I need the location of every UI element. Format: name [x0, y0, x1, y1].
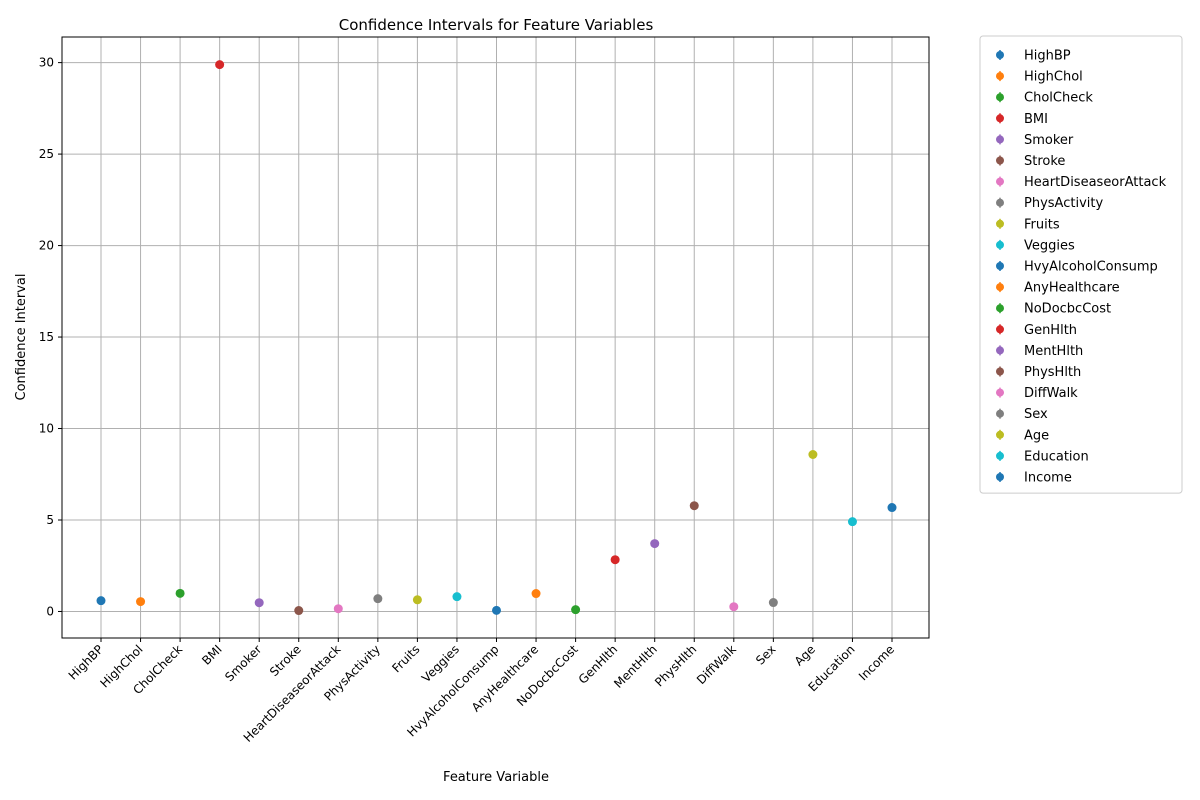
data-points: [96, 60, 897, 616]
data-point: [333, 604, 343, 614]
legend-marker: [996, 72, 1004, 81]
data-point: [610, 555, 620, 565]
chart-title: Confidence Intervals for Feature Variabl…: [339, 16, 654, 34]
legend-label: PhysActivity: [1024, 196, 1103, 211]
legend-marker: [996, 473, 1004, 481]
y-tick-label: 30: [39, 56, 54, 70]
data-point: [96, 596, 106, 606]
legend-marker: [996, 451, 1004, 460]
legend-label: CholCheck: [1024, 91, 1093, 106]
legend-marker: [996, 367, 1004, 376]
y-tick-label: 5: [46, 513, 54, 527]
legend-marker: [996, 388, 1004, 397]
data-point: [136, 597, 146, 607]
data-point: [254, 598, 264, 608]
x-tick-label: Sex: [753, 642, 778, 667]
data-point: [492, 605, 501, 615]
legend-label: Veggies: [1024, 238, 1075, 253]
data-point: [689, 501, 699, 511]
x-tick-label: BMI: [199, 642, 225, 668]
grid-lines: [62, 37, 929, 638]
data-point: [650, 539, 660, 549]
legend-label: DiffWalk: [1024, 386, 1078, 401]
legend-label: Fruits: [1024, 217, 1060, 232]
x-tick-label: Fruits: [389, 642, 422, 675]
x-tick-label: DiffWalk: [694, 642, 739, 687]
legend-label: NoDocbcCost: [1024, 302, 1111, 317]
x-tick-label: Stroke: [267, 642, 304, 679]
legend-marker: [996, 198, 1004, 207]
legend-box: [979, 35, 1183, 494]
y-ticks: 0 5 10 15 20 25 30: [39, 56, 62, 618]
legend-label: HighBP: [1024, 49, 1071, 64]
data-point: [215, 60, 225, 70]
legend-marker: [996, 283, 1004, 292]
legend-label: HeartDiseaseorAttack: [1024, 175, 1167, 190]
legend-marker: [996, 135, 1004, 144]
y-tick-label: 20: [39, 239, 54, 253]
legend-marker: [996, 177, 1004, 186]
data-point: [452, 592, 462, 602]
x-axis-label: Feature Variable: [443, 770, 549, 785]
data-point: [571, 605, 581, 615]
x-tick-label: HighBP: [66, 642, 106, 682]
y-tick-label: 0: [46, 604, 54, 618]
legend-label: Age: [1024, 428, 1049, 443]
data-point: [808, 449, 818, 459]
legend-label: AnyHealthcare: [1024, 281, 1120, 296]
x-tick-label: Income: [856, 642, 897, 683]
legend-label: Sex: [1024, 407, 1048, 422]
y-axis-label: Confidence Interval: [14, 273, 29, 400]
y-tick-label: 15: [39, 330, 54, 344]
data-point: [412, 595, 422, 605]
y-tick-label: 10: [39, 422, 54, 436]
legend-marker: [996, 156, 1004, 165]
legend-label: Stroke: [1024, 154, 1065, 169]
legend-label: Smoker: [1024, 133, 1074, 148]
legend-label: Income: [1024, 471, 1072, 486]
data-point: [531, 589, 541, 599]
legend-marker: [996, 51, 1004, 59]
legend-marker: [996, 430, 1004, 439]
legend-marker: [996, 409, 1004, 418]
legend-marker: [996, 262, 1004, 270]
data-point: [847, 517, 857, 527]
legend-label: MentHlth: [1024, 344, 1083, 359]
legend-marker: [996, 219, 1004, 228]
data-point: [729, 602, 739, 612]
x-tick-label: MentHlth: [611, 642, 660, 691]
legend-label: PhysHlth: [1024, 365, 1081, 380]
legend: HighBP HighChol CholCheck BMI Smoker Stroke He…: [979, 35, 1183, 494]
legend-label: BMI: [1024, 112, 1048, 127]
legend-label: GenHlth: [1024, 323, 1077, 338]
data-point: [373, 594, 383, 604]
data-point: [887, 503, 897, 513]
legend-marker: [996, 114, 1004, 123]
x-tick-label: Age: [792, 642, 818, 668]
data-point: [294, 606, 304, 616]
legend-marker: [996, 304, 1004, 313]
data-point: [175, 588, 185, 598]
legend-marker: [996, 240, 1004, 249]
legend-label: HighChol: [1024, 70, 1083, 85]
x-tick-label: Smoker: [222, 642, 264, 684]
legend-label: HvyAlcoholConsump: [1024, 260, 1158, 275]
data-point: [768, 598, 778, 608]
x-tick-label: PhysHlth: [652, 642, 699, 689]
legend-label: Education: [1024, 449, 1089, 464]
legend-marker: [996, 325, 1004, 334]
legend-marker: [996, 346, 1004, 355]
legend-marker: [996, 93, 1004, 102]
y-tick-label: 25: [39, 147, 54, 161]
